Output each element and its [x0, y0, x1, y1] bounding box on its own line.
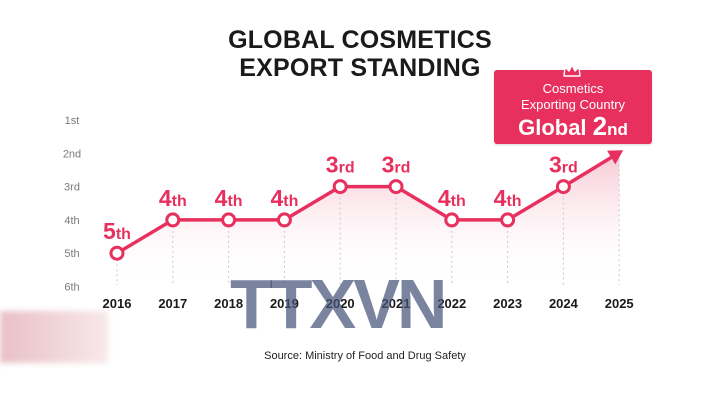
badge-line1: Cosmetics	[542, 81, 604, 96]
data-point	[221, 212, 237, 228]
data-label: 5th	[103, 218, 131, 244]
y-tick-label: 6th	[64, 282, 79, 294]
watermark-logo: TTXVN	[230, 265, 447, 343]
data-point	[109, 245, 125, 261]
x-tick-label: 2023	[493, 296, 522, 311]
y-tick-label: 2nd	[63, 148, 81, 160]
x-tick-label: 2020	[326, 296, 355, 311]
crown-icon	[563, 64, 581, 77]
global-2nd-badge: Cosmetics Exporting Country Global 2nd	[494, 64, 652, 144]
y-tick-label: 4th	[64, 215, 79, 227]
data-label: 3rd	[326, 152, 355, 178]
x-tick-label: 2024	[549, 296, 579, 311]
badge-line3-suffix: nd	[607, 120, 628, 139]
badge-line3-prefix: Global	[518, 115, 593, 140]
arrow-segment	[561, 155, 613, 189]
badge-line3-number: 2	[592, 111, 608, 141]
data-label: 4th	[494, 185, 522, 211]
x-tick-label: 2018	[214, 296, 243, 311]
data-label: 4th	[215, 185, 243, 211]
x-tick-label: 2019	[270, 296, 299, 311]
data-label: 3rd	[382, 152, 411, 178]
data-label: 3rd	[549, 152, 578, 178]
arrow-head	[607, 150, 624, 165]
data-point	[276, 212, 292, 228]
x-tick-label: 2017	[158, 296, 187, 311]
data-label: 4th	[438, 185, 466, 211]
data-point	[332, 179, 348, 195]
x-tick-label: 2025	[605, 296, 634, 311]
chart-title: GLOBAL COSMETICS EXPORT STANDING	[0, 26, 720, 82]
data-point	[555, 179, 571, 195]
y-tick-label: 1st	[65, 115, 80, 127]
area-fill	[117, 153, 620, 285]
data-point	[500, 212, 516, 228]
data-label: 4th	[270, 185, 298, 211]
blurred-overlay	[0, 311, 108, 363]
badge-line2: Exporting Country	[520, 97, 626, 112]
y-tick-label: 3rd	[64, 182, 80, 194]
data-point	[388, 179, 404, 195]
x-tick-label: 2016	[103, 296, 132, 311]
source-note: Source: Ministry of Food and Drug Safety	[264, 350, 466, 362]
data-point	[165, 212, 181, 228]
badge-line3: Global 2nd	[494, 112, 652, 144]
y-tick-label: 5th	[64, 248, 79, 260]
data-label: 4th	[159, 185, 187, 211]
chart-title-line1: GLOBAL COSMETICS	[228, 26, 492, 54]
chart-title-line2: EXPORT STANDING	[239, 54, 481, 82]
x-tick-label: 2022	[437, 296, 466, 311]
data-point	[444, 212, 460, 228]
x-tick-label: 2021	[382, 296, 411, 311]
